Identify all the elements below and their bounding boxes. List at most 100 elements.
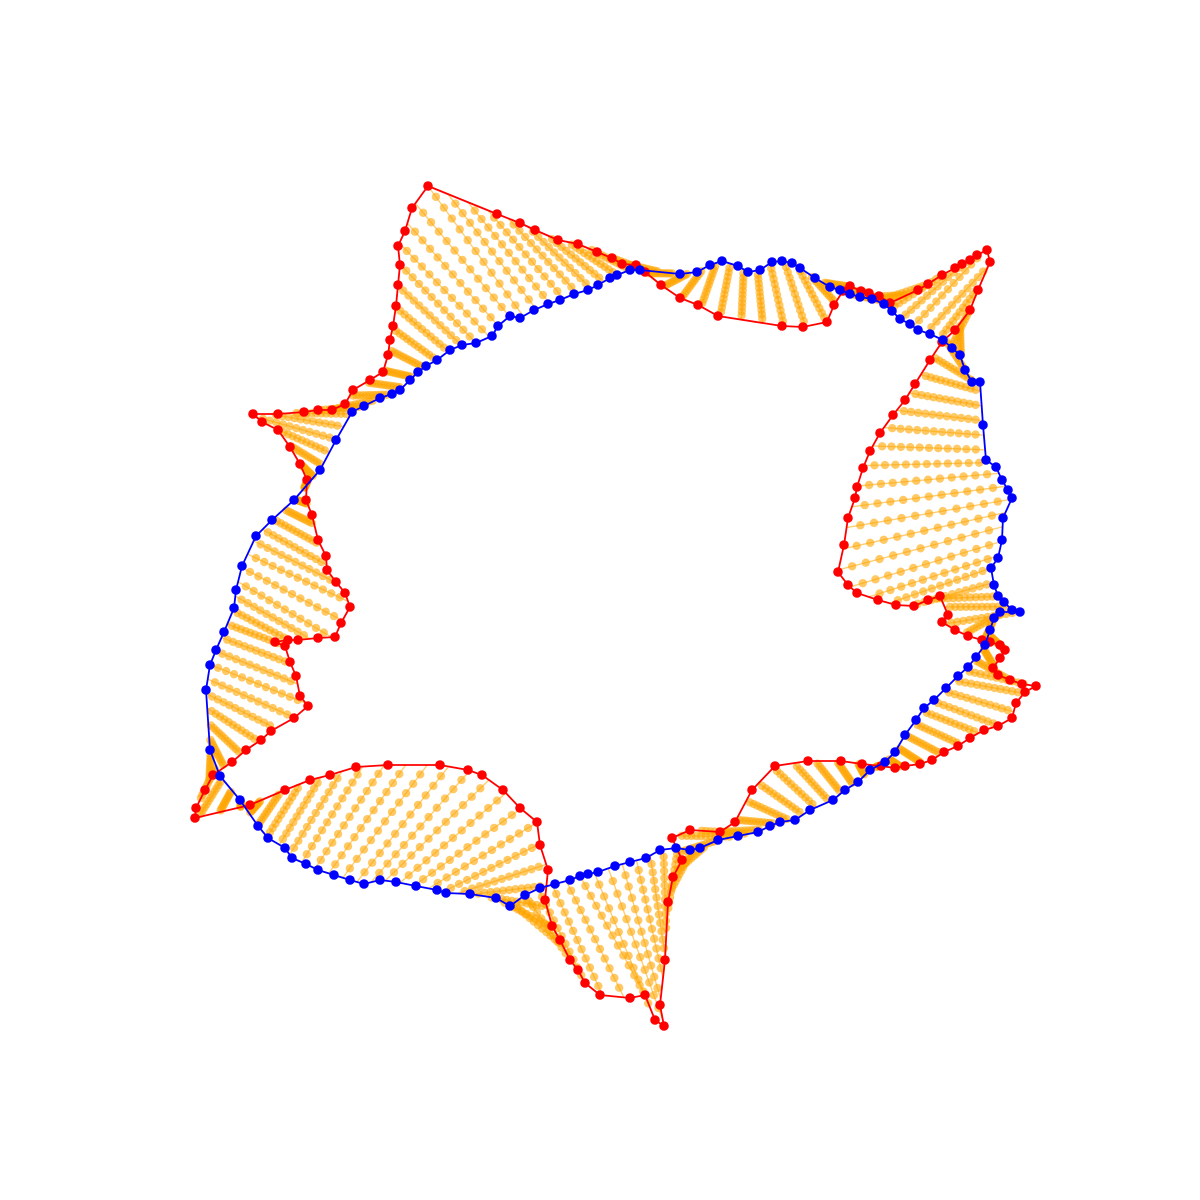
- intermediate-point: [432, 278, 442, 287]
- intermediate-point: [356, 824, 366, 833]
- intermediate-point: [525, 273, 534, 283]
- source-contour-point: [313, 535, 323, 545]
- intermediate-point: [285, 422, 294, 431]
- source-contour-point: [993, 721, 1003, 731]
- target-contour-point: [289, 495, 299, 505]
- intermediate-point: [280, 620, 290, 629]
- intermediate-point: [253, 679, 263, 689]
- intermediate-point: [458, 209, 467, 218]
- source-contour-point: [285, 442, 295, 452]
- intermediate-point: [635, 981, 644, 990]
- intermediate-point: [465, 218, 475, 228]
- intermediate-point: [451, 199, 460, 208]
- intermediate-point: [486, 887, 495, 897]
- intermediate-point: [888, 478, 897, 488]
- target-contour-point: [583, 285, 593, 295]
- source-contour-point: [988, 663, 998, 673]
- intermediate-point: [649, 876, 659, 886]
- source-contour-point: [873, 595, 883, 605]
- intermediate-point: [245, 567, 255, 577]
- intermediate-point: [652, 944, 661, 953]
- intermediate-point: [251, 553, 261, 563]
- target-contour-point: [880, 757, 890, 767]
- intermediate-point: [413, 800, 423, 810]
- source-contour-point: [327, 405, 337, 415]
- intermediate-point: [920, 309, 929, 319]
- intermediate-point: [317, 826, 327, 835]
- target-contour-point: [441, 888, 451, 898]
- intermediate-point: [609, 916, 619, 925]
- intermediate-point: [641, 895, 650, 904]
- intermediate-point: [869, 518, 879, 528]
- intermediate-point: [930, 540, 939, 549]
- intermediate-point: [465, 332, 474, 341]
- target-contour-point: [911, 715, 921, 725]
- target-contour-point: [625, 265, 635, 275]
- intermediate-point: [350, 833, 359, 842]
- intermediate-point: [960, 517, 970, 526]
- intermediate-point: [926, 303, 935, 313]
- intermediate-point: [495, 279, 504, 288]
- source-contour-point: [973, 285, 983, 295]
- intermediate-point: [921, 559, 931, 569]
- source-contour-point: [340, 399, 350, 409]
- intermediate-point: [268, 613, 277, 622]
- intermediate-point: [942, 306, 952, 315]
- intermediate-point: [418, 236, 427, 245]
- intermediate-point: [238, 657, 248, 667]
- intermediate-point: [659, 943, 669, 953]
- intermediate-point: [503, 855, 512, 865]
- intermediate-point: [469, 856, 479, 866]
- source-contour-point: [313, 633, 323, 643]
- intermediate-point: [495, 859, 504, 869]
- intermediate-point: [312, 834, 322, 843]
- target-contour-point: [432, 885, 442, 895]
- intermediate-point: [935, 474, 945, 483]
- intermediate-point: [360, 868, 369, 877]
- intermediate-point: [511, 885, 520, 894]
- intermediate-point: [955, 272, 964, 282]
- intermediate-point: [366, 835, 376, 845]
- intermediate-point: [439, 841, 449, 850]
- intermediate-point: [566, 886, 576, 895]
- source-contour-point: [365, 375, 375, 385]
- source-contour-point: [270, 637, 280, 647]
- intermediate-point: [442, 873, 451, 882]
- intermediate-point: [422, 856, 431, 865]
- intermediate-point: [311, 808, 320, 818]
- intermediate-point: [482, 879, 492, 888]
- target-contour-point: [1003, 485, 1013, 495]
- intermediate-point: [459, 325, 468, 335]
- intermediate-point: [502, 266, 511, 275]
- intermediate-point: [226, 787, 235, 797]
- intermediate-point: [337, 851, 346, 860]
- intermediate-point: [307, 842, 317, 851]
- intermediate-point: [466, 818, 475, 828]
- intermediate-point: [425, 270, 434, 279]
- target-contour-point: [989, 613, 999, 623]
- source-contour-point: [667, 833, 677, 843]
- intermediate-point: [436, 321, 445, 330]
- intermediate-point: [949, 412, 959, 422]
- intermediate-point: [519, 867, 529, 876]
- intermediate-point: [280, 605, 290, 614]
- intermediate-point: [312, 429, 321, 439]
- intermediate-point: [246, 694, 256, 703]
- intermediate-point: [968, 278, 977, 287]
- target-contour-point: [765, 821, 775, 831]
- source-contour-point: [833, 567, 843, 577]
- intermediate-point: [282, 710, 292, 719]
- intermediate-point: [886, 585, 895, 595]
- intermediate-point: [431, 848, 440, 858]
- intermediate-point: [963, 487, 972, 496]
- intermediate-point: [902, 593, 911, 602]
- intermediate-point: [943, 536, 953, 546]
- intermediate-point: [243, 599, 252, 608]
- intermediate-point: [586, 925, 595, 934]
- intermediate-point: [626, 927, 636, 936]
- intermediate-point: [964, 414, 973, 424]
- intermediate-point: [441, 817, 450, 827]
- source-contour-point: [423, 181, 433, 191]
- intermediate-point: [950, 488, 959, 498]
- intermediate-point: [288, 609, 297, 619]
